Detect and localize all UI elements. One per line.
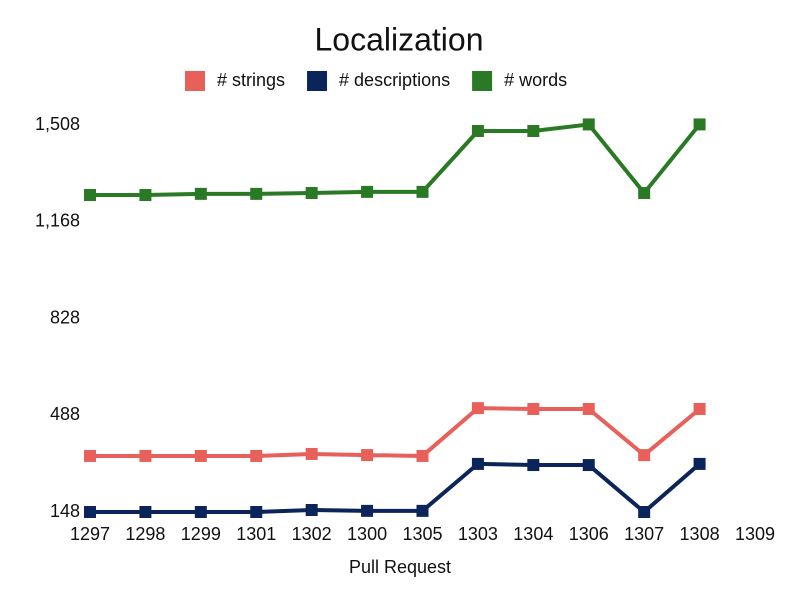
- point-marker: [693, 457, 706, 470]
- point-marker: [250, 506, 263, 518]
- point-marker: [638, 506, 651, 518]
- point-marker: [361, 185, 374, 198]
- legend-swatch: [472, 71, 493, 91]
- point-marker: [638, 449, 651, 462]
- x-tick-label: 1301: [236, 524, 276, 544]
- point-marker: [305, 187, 318, 200]
- point-marker: [139, 449, 152, 462]
- point-marker: [582, 459, 595, 472]
- point-marker: [638, 187, 651, 200]
- point-marker: [416, 185, 429, 198]
- point-marker: [194, 506, 207, 518]
- point-marker: [527, 402, 540, 415]
- point-marker: [582, 118, 595, 131]
- x-tick-label: 1308: [680, 524, 720, 544]
- y-tick-label: 1,168: [35, 211, 80, 231]
- point-marker: [305, 504, 318, 517]
- point-marker: [471, 124, 484, 137]
- y-tick-label: 828: [50, 307, 80, 327]
- x-tick-label: 1309: [735, 524, 775, 544]
- point-marker: [527, 124, 540, 137]
- point-marker: [416, 504, 429, 517]
- point-marker: [471, 457, 484, 470]
- x-tick-label: 1303: [458, 524, 498, 544]
- point-marker: [139, 189, 152, 202]
- point-marker: [527, 459, 540, 472]
- series-line: [90, 122, 702, 198]
- chart-title: Localization: [315, 21, 484, 57]
- point-marker: [361, 449, 374, 462]
- legend-swatch: [185, 71, 205, 91]
- point-marker: [139, 506, 152, 518]
- legend-text: # strings: [217, 70, 285, 90]
- point-marker: [250, 187, 263, 200]
- point-marker: [693, 118, 706, 131]
- legend-text: # words: [504, 70, 567, 90]
- point-marker: [582, 402, 595, 415]
- y-tick-label: 148: [50, 501, 80, 521]
- point-marker: [416, 449, 429, 462]
- series-line: [90, 461, 701, 514]
- legend-swatch: [307, 71, 328, 91]
- y-tick-label: 488: [50, 404, 80, 424]
- x-tick-label: 1304: [513, 524, 553, 544]
- x-tick-label: 1306: [569, 524, 609, 544]
- point-marker: [84, 449, 96, 462]
- point-marker: [305, 447, 318, 460]
- x-tick-label: 1297: [70, 524, 110, 544]
- legend-text: # descriptions: [339, 70, 450, 90]
- x-axis-label: Pull Request: [349, 557, 451, 577]
- y-tick-label: 1,508: [35, 114, 80, 134]
- point-marker: [194, 449, 207, 462]
- point-marker: [194, 187, 207, 200]
- point-marker: [693, 402, 706, 415]
- x-tick-label: 1298: [125, 524, 165, 544]
- point-marker: [84, 189, 96, 202]
- x-tick-label: 1302: [292, 524, 332, 544]
- series-line: [90, 406, 701, 458]
- point-marker: [84, 506, 96, 518]
- point-marker: [471, 402, 484, 415]
- x-tick-label: 1307: [624, 524, 664, 544]
- x-tick-label: 1299: [181, 524, 221, 544]
- point-marker: [250, 449, 263, 462]
- x-tick-label: 1305: [402, 524, 442, 544]
- point-marker: [361, 504, 374, 517]
- x-tick-label: 1300: [347, 524, 387, 544]
